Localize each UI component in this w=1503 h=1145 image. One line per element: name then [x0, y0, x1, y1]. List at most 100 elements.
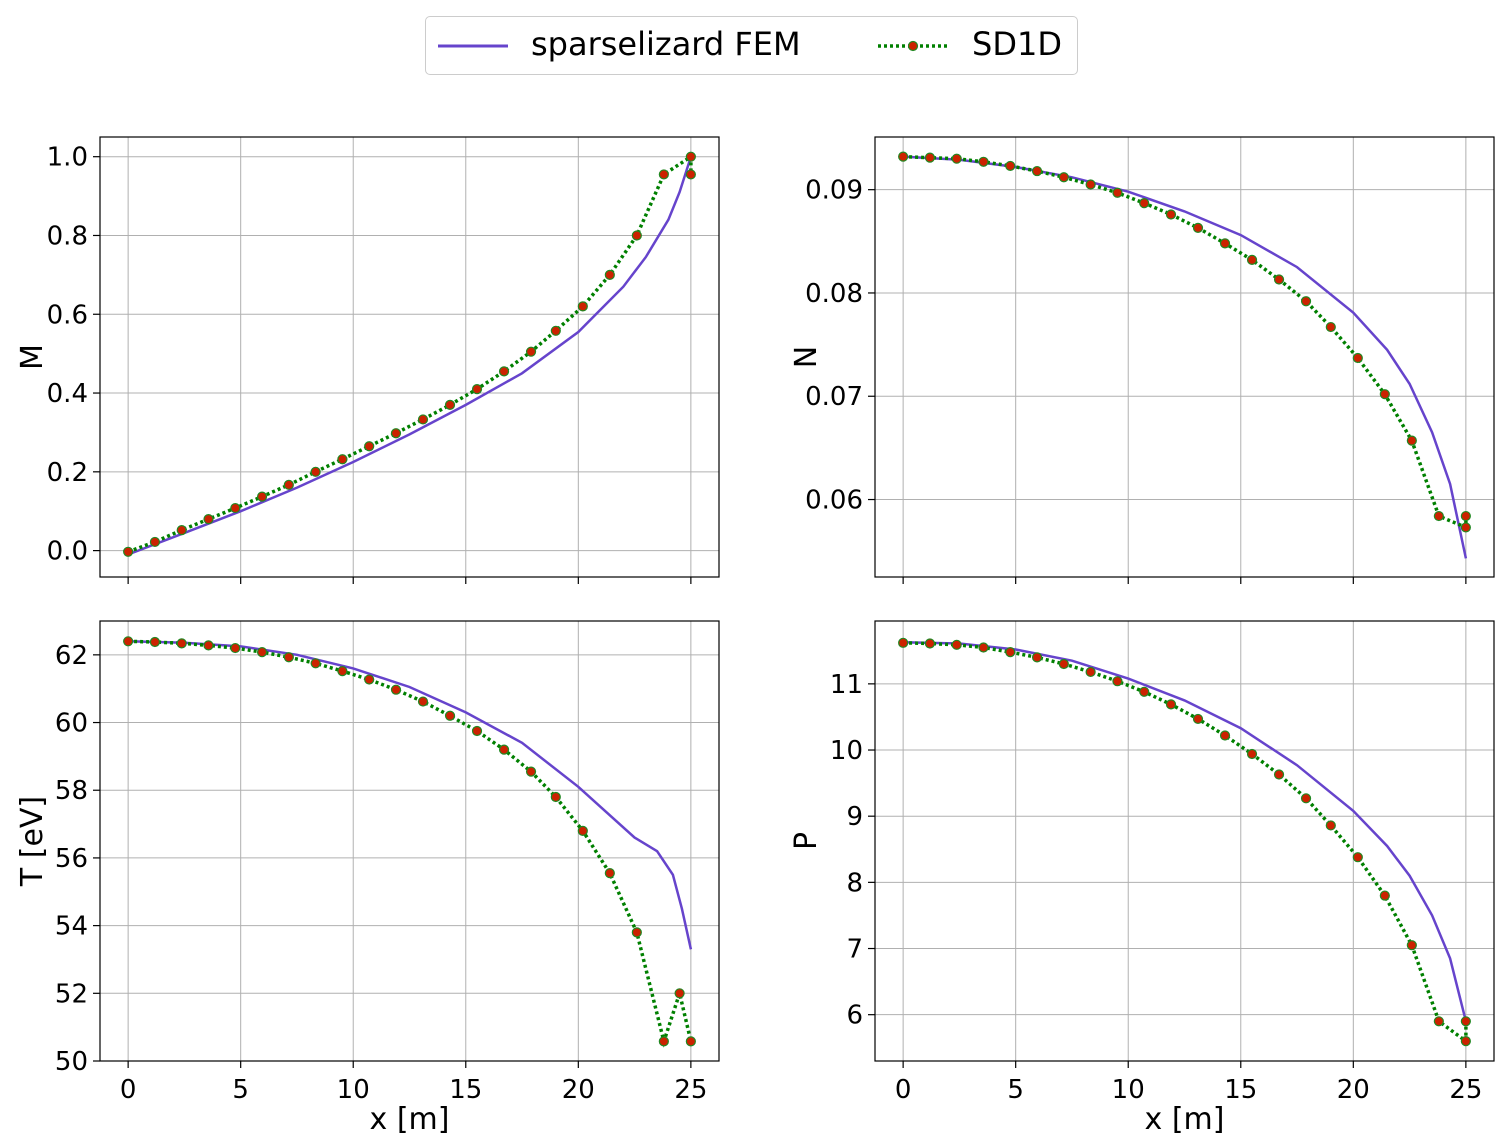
- series-sd1d-point: [577, 301, 588, 312]
- series-sd1d-point: [417, 696, 429, 707]
- y-tick-label: 0.2: [47, 458, 88, 488]
- series-sd1d-point: [1139, 198, 1150, 209]
- y-tick-label: 0.6: [47, 300, 88, 330]
- panel-N: 0.06 0.07 0.08 0.09 N: [789, 136, 1495, 584]
- series-sd1d-point: [1379, 389, 1390, 400]
- series-sd1d-point: [1406, 940, 1417, 951]
- series-sd1d-point: [951, 639, 962, 650]
- series-sd1d-point: [550, 791, 561, 803]
- series-sd1d-point: [1219, 238, 1231, 249]
- series-sd1d-point: [685, 151, 696, 162]
- series-sd1d-point: [525, 766, 537, 777]
- series-sd1d-point: [1058, 172, 1069, 183]
- series-sd1d-point: [390, 684, 402, 695]
- series-sd1d-line: [903, 641, 1468, 1045]
- plot-area: [898, 151, 1471, 559]
- series-sd1d-point: [1192, 713, 1204, 725]
- series-sd1d-point: [1112, 676, 1123, 687]
- series-sd1d-point: [203, 640, 214, 651]
- y-tick-label: 0.09: [805, 176, 863, 206]
- series-sd1d-point: [685, 169, 696, 180]
- x-tick-label: 20: [562, 1075, 595, 1105]
- axes-frame: [99, 136, 720, 578]
- series-sd1d-point: [525, 346, 537, 357]
- series-sd1d-point: [390, 428, 402, 439]
- series-sd1d-point: [176, 638, 187, 649]
- series-sd1d-point: [149, 536, 161, 548]
- x-axis-label: x [m]: [370, 1102, 450, 1137]
- series-sd1d-point: [1192, 222, 1204, 233]
- y-tick-label: 54: [55, 912, 88, 942]
- series-sd1d-point: [1165, 699, 1177, 710]
- x-tick-label: 20: [1337, 1075, 1370, 1105]
- legend-swatch-sd1d: [878, 40, 948, 52]
- y-axis-label: M: [15, 344, 50, 370]
- series-sd1d-point: [658, 169, 669, 180]
- series-sd1d-point: [364, 674, 375, 685]
- series-sd1d-point: [674, 988, 685, 999]
- y-tick-label: 11: [830, 670, 863, 700]
- series-sd1d-point: [203, 513, 214, 525]
- series-sd1d-point: [1406, 435, 1417, 446]
- series-sd1d-point: [1300, 793, 1312, 804]
- series-sd1d-point: [604, 868, 615, 879]
- series-sd1d-point: [1273, 769, 1285, 780]
- y-tick-label: 1.0: [47, 143, 88, 173]
- series-sd1d-point: [1379, 890, 1390, 901]
- series-sd1d-point: [898, 151, 909, 162]
- series-sd1d-point: [631, 230, 642, 241]
- series-sd1d-point: [1433, 510, 1444, 522]
- y-tick-label: 6: [846, 1001, 863, 1031]
- series-sd1d-point: [1085, 666, 1096, 678]
- x-tick-label: 25: [1449, 1075, 1482, 1105]
- series-sd1d-point: [1058, 658, 1069, 670]
- y-tick-label: 60: [55, 709, 88, 739]
- y-tick-label: 0.0: [47, 537, 88, 567]
- series-sd1d-point: [444, 399, 456, 410]
- plot-area: [123, 636, 696, 1048]
- series-sd1d-point: [310, 658, 321, 669]
- x-tick-label: 15: [449, 1075, 482, 1105]
- x-tick-label: 5: [232, 1075, 249, 1105]
- series-sd1d-point: [1300, 296, 1312, 307]
- series-sd1d-point: [1460, 1016, 1471, 1027]
- y-tick-label: 9: [846, 802, 863, 832]
- series-sd1d-point: [256, 491, 268, 502]
- series-sd1d-point: [498, 366, 510, 377]
- series-sd1d-point: [471, 384, 483, 395]
- y-axis-label: P: [789, 832, 824, 850]
- series-sd1d-point: [256, 647, 268, 658]
- series-sd1d-point: [924, 638, 936, 649]
- series-sd1d-point: [230, 642, 241, 654]
- series-fem-line: [903, 155, 1468, 559]
- series-sd1d-point: [978, 642, 989, 653]
- series-fem-line: [903, 640, 1468, 1022]
- series-sd1d-point: [1139, 686, 1150, 697]
- series-sd1d-point: [951, 153, 962, 164]
- series-sd1d-point: [924, 152, 936, 163]
- x-tick-label: 10: [337, 1075, 370, 1105]
- series-sd1d-point: [1246, 254, 1258, 266]
- panel-P: 6 7 8 9 10 11 0 5 10 15 20 25 x [m] P: [789, 620, 1495, 1137]
- series-sd1d-point: [898, 637, 909, 648]
- series-sd1d-point: [230, 502, 241, 514]
- series-sd1d-point: [1433, 1016, 1444, 1027]
- series-sd1d-point: [283, 479, 294, 490]
- y-axis-label: N: [789, 346, 824, 368]
- series-sd1d-point: [1031, 652, 1043, 663]
- legend-label-sd1d: SD1D: [972, 25, 1062, 63]
- panel-M: 0.0 0.2 0.4 0.6 0.8 1.0 M: [15, 136, 720, 584]
- series-sd1d-point: [1112, 187, 1123, 198]
- y-tick-label: 52: [55, 979, 88, 1009]
- y-tick-label: 10: [830, 736, 863, 766]
- series-sd1d-point: [685, 1036, 696, 1047]
- y-tick-label: 62: [55, 641, 88, 671]
- series-sd1d-point: [577, 825, 588, 836]
- series-sd1d-point: [123, 636, 134, 647]
- axes-frame: [874, 136, 1495, 578]
- series-sd1d-point: [1165, 209, 1177, 220]
- series-sd1d-point: [149, 636, 161, 648]
- series-sd1d-point: [1005, 160, 1016, 172]
- plot-area: [898, 637, 1471, 1047]
- series-sd1d-point: [978, 156, 989, 167]
